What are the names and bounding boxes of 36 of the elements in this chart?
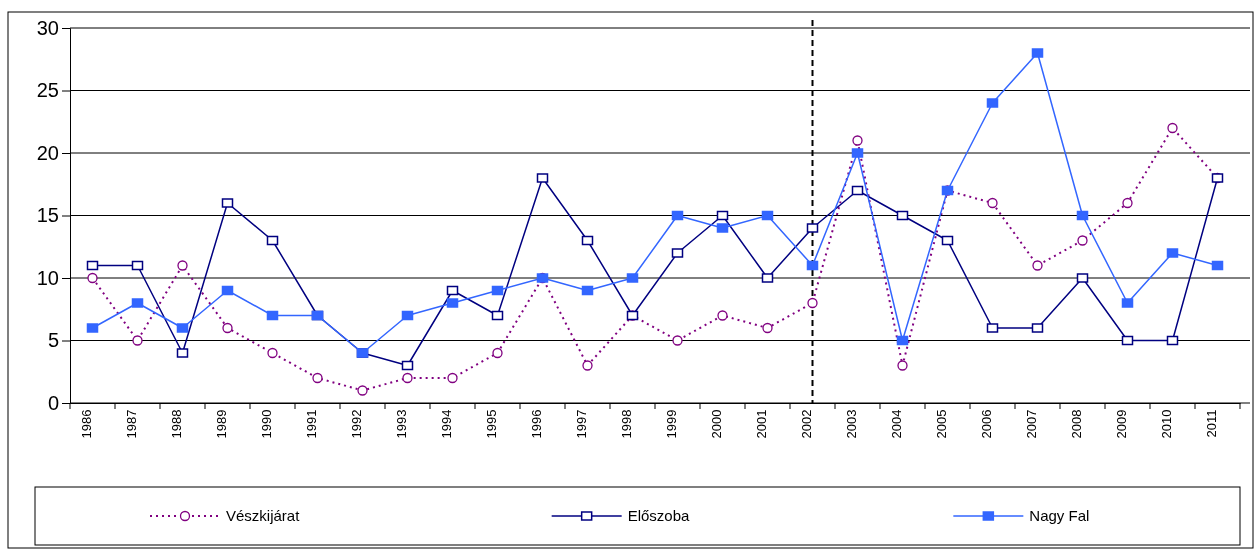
x-tick-label: 1997 <box>573 409 589 439</box>
x-tick-label: 1993 <box>393 409 409 439</box>
y-tick-label: 5 <box>47 329 59 352</box>
x-tick-label: 1994 <box>438 409 454 439</box>
y-tick-label: 30 <box>36 16 59 39</box>
y-tick-label: 25 <box>36 79 59 102</box>
x-tick-label: 1986 <box>78 409 94 439</box>
y-tick-label: 20 <box>36 141 59 164</box>
x-tick-label: 1990 <box>258 409 274 439</box>
x-tick-label: 1989 <box>213 409 229 439</box>
x-tick-label: 1991 <box>303 409 319 439</box>
x-tick-label: 2003 <box>843 409 859 439</box>
legend-label: Előszoba <box>627 507 691 524</box>
y-tick-label: 0 <box>47 391 59 414</box>
x-tick-label: 2006 <box>978 409 994 439</box>
x-tick-label: 2009 <box>1113 409 1129 439</box>
x-tick-label: 1999 <box>663 409 679 439</box>
y-tick-label: 10 <box>36 266 59 289</box>
x-tick-label: 1987 <box>123 409 139 439</box>
y-tick-label: 15 <box>36 204 59 227</box>
x-tick-label: 2007 <box>1023 409 1039 439</box>
x-tick-label: 1992 <box>348 409 364 439</box>
x-tick-label: 2010 <box>1158 409 1174 439</box>
x-tick-label: 2005 <box>933 409 949 439</box>
x-tick-label: 1996 <box>528 409 544 439</box>
x-tick-label: 2011 <box>1203 409 1219 438</box>
x-tick-label: 1988 <box>168 409 184 439</box>
x-tick-label: 2000 <box>708 409 724 439</box>
x-tick-label: 2001 <box>753 409 769 439</box>
legend-label: Vészkijárat <box>226 507 301 524</box>
legend-label: Nagy Fal <box>1029 507 1090 524</box>
x-tick-label: 1998 <box>618 409 634 439</box>
x-tick-label: 2002 <box>798 409 814 439</box>
x-tick-label: 2008 <box>1068 409 1084 439</box>
x-tick-label: 2004 <box>888 409 904 439</box>
x-tick-label: 1995 <box>483 409 499 439</box>
